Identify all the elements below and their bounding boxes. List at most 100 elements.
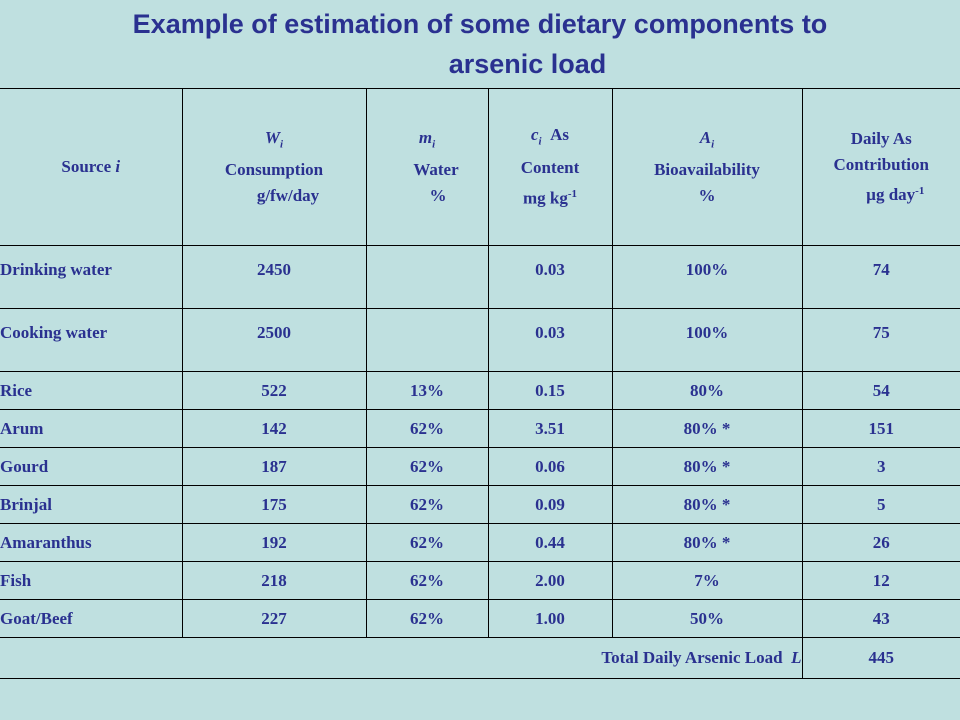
header-source: Source i	[0, 88, 183, 246]
table-row: Cooking water 2500 0.03 100% 75	[0, 308, 960, 372]
cell-content: 0.06	[487, 447, 613, 486]
total-row: Total Daily Arsenic Load L 445	[0, 637, 960, 679]
cell-source: Cooking water	[0, 308, 183, 372]
cell-content: 0.03	[487, 245, 613, 309]
cell-source: Fish	[0, 561, 183, 600]
cell-consumption: 192	[181, 523, 367, 562]
header-content-symbol: c	[530, 125, 539, 145]
table-row: Arum 142 62% 3.51 80% * 151	[0, 409, 960, 448]
arsenic-load-table: Source i Wi Consumption g/fw/day mi Wate…	[0, 88, 960, 679]
cell-bioavailability: 80% *	[611, 447, 803, 486]
cell-bioavailability: 80% *	[611, 485, 803, 524]
header-consumption-line2: g/fw/day	[256, 186, 320, 206]
cell-content: 1.00	[487, 599, 613, 638]
cell-consumption: 522	[181, 371, 367, 410]
cell-water: 62%	[365, 523, 489, 562]
header-row: Source i Wi Consumption g/fw/day mi Wate…	[0, 88, 960, 246]
table-row: Amaranthus 192 62% 0.44 80% * 26	[0, 523, 960, 562]
total-value: 445	[801, 637, 960, 679]
cell-water: 62%	[365, 485, 489, 524]
header-contribution-line1: Contribution	[833, 154, 929, 174]
cell-content: 0.09	[487, 485, 613, 524]
cell-consumption: 227	[181, 599, 367, 638]
header-bio-line2: %	[698, 186, 716, 206]
cell-source: Rice	[0, 371, 183, 410]
header-water-sub: i	[432, 138, 436, 151]
cell-content: 2.00	[487, 561, 613, 600]
cell-source: Drinking water	[0, 245, 183, 309]
table-row: Rice 522 13% 0.15 80% 54	[0, 371, 960, 410]
cell-consumption: 187	[181, 447, 367, 486]
header-bio-sub: i	[711, 138, 715, 151]
cell-content: 0.03	[487, 308, 613, 372]
cell-water: 62%	[365, 409, 489, 448]
header-content-line2: mg kg	[522, 188, 568, 208]
cell-contribution: 75	[801, 308, 960, 372]
cell-contribution: 26	[801, 523, 960, 562]
cell-bioavailability: 80%	[611, 371, 803, 410]
cell-source: Goat/Beef	[0, 599, 183, 638]
cell-water: 13%	[365, 371, 489, 410]
cell-water: 62%	[365, 561, 489, 600]
cell-contribution: 54	[801, 371, 960, 410]
cell-source: Brinjal	[0, 485, 183, 524]
cell-consumption: 175	[181, 485, 367, 524]
title-line-2: arsenic load	[448, 49, 607, 79]
cell-consumption: 218	[181, 561, 367, 600]
header-water-line2: %	[429, 186, 447, 206]
cell-bioavailability: 100%	[611, 308, 803, 372]
cell-bioavailability: 100%	[611, 245, 803, 309]
cell-source: Gourd	[0, 447, 183, 486]
cell-bioavailability: 7%	[611, 561, 803, 600]
header-consumption-sub: i	[280, 138, 284, 151]
cell-content: 3.51	[487, 409, 613, 448]
cell-consumption: 2500	[181, 308, 367, 372]
cell-bioavailability: 50%	[611, 599, 803, 638]
header-water: mi Water %	[365, 88, 489, 246]
total-symbol: L	[791, 648, 802, 667]
table-row: Fish 218 62% 2.00 7% 12	[0, 561, 960, 600]
cell-consumption: 2450	[181, 245, 367, 309]
cell-contribution: 151	[801, 409, 960, 448]
cell-water: 62%	[365, 599, 489, 638]
cell-consumption: 142	[181, 409, 367, 448]
slide-title: Example of estimation of some dietary co…	[0, 0, 960, 88]
header-content: ci As Content mg kg-1	[487, 88, 613, 246]
header-content-sub: i	[538, 135, 542, 148]
header-content-sup: -1	[567, 187, 578, 200]
header-contribution: Daily As Contribution µg day-1	[801, 88, 960, 246]
header-contribution-symbol: Daily As	[850, 128, 912, 148]
table-row: Gourd 187 62% 0.06 80% * 3	[0, 447, 960, 486]
header-source-label: Source	[61, 157, 112, 176]
cell-water	[365, 245, 489, 309]
cell-contribution: 12	[801, 561, 960, 600]
header-content-after: As	[550, 125, 569, 145]
header-contribution-sup: -1	[915, 184, 925, 197]
header-bioavailability: Ai Bioavailability %	[611, 88, 803, 246]
cell-contribution: 43	[801, 599, 960, 638]
cell-contribution: 5	[801, 485, 960, 524]
table-row: Brinjal 175 62% 0.09 80% * 5	[0, 485, 960, 524]
cell-bioavailability: 80% *	[611, 409, 803, 448]
cell-water	[365, 308, 489, 372]
cell-content: 0.15	[487, 371, 613, 410]
header-water-line1: Water	[413, 160, 459, 180]
header-consumption-line1: Consumption	[224, 160, 324, 180]
table-row: Drinking water 2450 0.03 100% 74	[0, 245, 960, 309]
header-consumption-symbol: W	[264, 127, 281, 147]
cell-contribution: 74	[801, 245, 960, 309]
header-contribution-line2: µg day	[866, 185, 916, 205]
cell-content: 0.44	[487, 523, 613, 562]
total-label-cell: Total Daily Arsenic Load L	[0, 637, 803, 679]
cell-source: Arum	[0, 409, 183, 448]
total-label: Total Daily Arsenic Load	[601, 648, 783, 667]
header-bio-symbol: A	[699, 127, 712, 147]
header-consumption: Wi Consumption g/fw/day	[181, 88, 367, 246]
cell-water: 62%	[365, 447, 489, 486]
cell-source: Amaranthus	[0, 523, 183, 562]
header-content-line1: Content	[520, 157, 580, 177]
header-source-index: i	[115, 157, 121, 176]
cell-bioavailability: 80% *	[611, 523, 803, 562]
header-bio-line1: Bioavailability	[654, 160, 760, 180]
table-row: Goat/Beef 227 62% 1.00 50% 43	[0, 599, 960, 638]
